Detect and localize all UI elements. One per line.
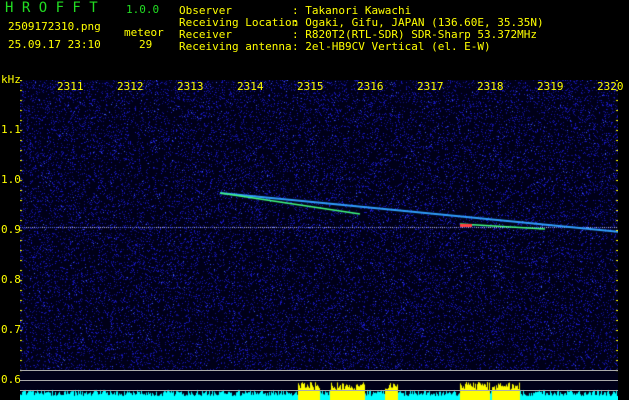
y-unit-label: kHz [1,73,21,86]
x-tick-label: 2312 [117,80,144,93]
app-logo: H R O F F T [5,0,98,16]
info-value: : R820T2(RTL-SDR) SDR-Sharp 53.372MHz [292,28,538,41]
threshold-line [20,390,618,391]
file-datetime: 25.09.17 23:10 [8,38,101,51]
threshold-line [20,370,618,371]
y-tick-label: 0.6 [1,373,21,386]
x-tick-label: 2313 [177,80,204,93]
x-tick-label: 2317 [417,80,444,93]
x-tick-label: 2314 [237,80,264,93]
file-name: 2509172310.png [8,20,101,33]
info-value: : Takanori Kawachi [292,4,412,17]
x-tick-label: 2315 [297,80,324,93]
meteor-count: 29 [139,38,153,51]
info-label: Observer [179,4,232,17]
info-value: : Ogaki, Gifu, JAPAN (136.60E, 35.35N) [292,16,544,29]
app-version: 1.0.0 [126,3,160,16]
threshold-line [20,380,618,381]
info-label: Receiving antenna [179,40,292,53]
spectrogram [20,80,618,400]
y-tick-label: 0.7 [1,323,21,336]
x-tick-label: 2319 [537,80,564,93]
info-label: Receiving Location [179,16,299,29]
y-tick-label: 1.1 [1,123,21,136]
y-tick-label: 1.0 [1,173,21,186]
x-tick-label: 2316 [357,80,384,93]
x-tick-label: 2318 [477,80,504,93]
info-value: : 2el-HB9CV Vertical (el. E-W) [292,40,491,53]
info-label: Receiver [179,28,232,41]
x-tick-label: 2311 [57,80,84,93]
y-tick-label: 0.8 [1,273,21,286]
meteor-label: meteor [124,26,164,39]
x-tick-label: 2320 [597,80,624,93]
y-tick-label: 0.9 [1,223,21,236]
